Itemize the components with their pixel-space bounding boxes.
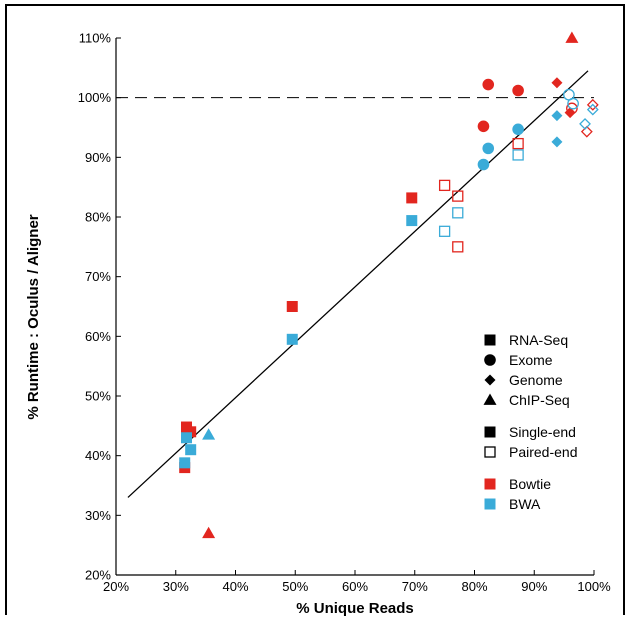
fit-line (127, 70, 589, 498)
point-diamond (586, 103, 599, 116)
legend-label: Bowtie (509, 476, 551, 492)
x-axis-title: % Unique Reads (296, 600, 414, 617)
axes: 20% 30% 40% 50% 60% 70% 80% 90% 100% 110% 20% 30% 40… (78, 31, 611, 595)
point-square (286, 301, 298, 312)
legend-label: BWA (509, 496, 541, 512)
legend-triangle-marker (483, 393, 497, 405)
point-square (179, 457, 191, 469)
point-square (452, 190, 464, 202)
x-tick-label: 90% (521, 579, 547, 594)
y-tick-label: 100% (78, 90, 112, 105)
point-square (512, 149, 524, 161)
y-tick-label: 40% (85, 448, 111, 463)
y-tick-label: 80% (85, 210, 111, 225)
point-diamond (551, 110, 563, 122)
legend-label: Single-end (509, 424, 576, 440)
legend: RNA-Seq Exome Genome ChIP-Seq Single-end Pair… (483, 332, 578, 512)
legend-diamond-marker (484, 374, 496, 386)
point-circle (482, 142, 495, 155)
x-tick-label: 30% (163, 579, 189, 594)
point-square (185, 426, 197, 438)
point-circle (477, 158, 490, 171)
y-tick-label: 90% (85, 150, 111, 165)
x-tick-label: 20% (103, 579, 129, 594)
legend-label: RNA-Seq (509, 332, 568, 348)
point-square (452, 241, 464, 253)
point-square (286, 333, 298, 345)
legend-label: ChIP-Seq (509, 392, 570, 408)
point-diamond (551, 77, 563, 89)
x-tick-label: 60% (342, 579, 368, 594)
point-circle (567, 97, 579, 110)
regression-line (127, 70, 589, 498)
point-triangle (565, 31, 579, 43)
legend-label: Paired-end (509, 444, 578, 460)
point-circle (512, 84, 524, 97)
point-diamond (551, 136, 563, 148)
legend-color-swatch (484, 478, 496, 490)
point-square (185, 444, 197, 456)
y-axis-title: % Runtime : Oculus / Aligner (25, 214, 42, 419)
x-tick-label: 100% (577, 579, 611, 594)
chart-frame (5, 4, 625, 615)
y-tick-label: 70% (85, 269, 111, 284)
y-tick-label: 50% (85, 389, 111, 404)
point-square (512, 137, 524, 150)
point-triangle (202, 428, 216, 440)
y-tick-label: 110% (79, 31, 112, 46)
x-tick-label: 40% (222, 579, 248, 594)
point-square (438, 225, 451, 237)
point-diamond (579, 118, 591, 130)
legend-label: Exome (509, 352, 553, 368)
point-circle (477, 120, 490, 133)
x-tick-label: 80% (461, 579, 487, 594)
point-square (406, 215, 418, 227)
point-square (452, 207, 464, 219)
point-circle (512, 123, 524, 136)
series-bowtie (179, 31, 599, 539)
y-tick-label: 20% (85, 568, 111, 583)
point-diamond (580, 125, 593, 138)
point-triangle (202, 526, 216, 539)
point-square (406, 192, 418, 204)
legend-filled-marker (484, 426, 496, 438)
data-points (179, 31, 599, 539)
point-square (181, 432, 193, 444)
point-circle (482, 78, 495, 91)
y-tick-label: 60% (85, 329, 111, 344)
x-tick-label: 50% (282, 579, 308, 594)
legend-open-marker (484, 446, 496, 458)
y-tick-label: 30% (85, 508, 111, 523)
legend-label: Genome (509, 372, 563, 388)
legend-color-swatch (484, 498, 496, 510)
legend-circle-marker (484, 354, 496, 366)
point-diamond (586, 98, 599, 111)
x-tick-label: 70% (402, 579, 428, 594)
legend-square-marker (484, 334, 496, 346)
point-circle (566, 102, 578, 115)
series-bwa (179, 88, 599, 469)
point-square (438, 179, 451, 192)
